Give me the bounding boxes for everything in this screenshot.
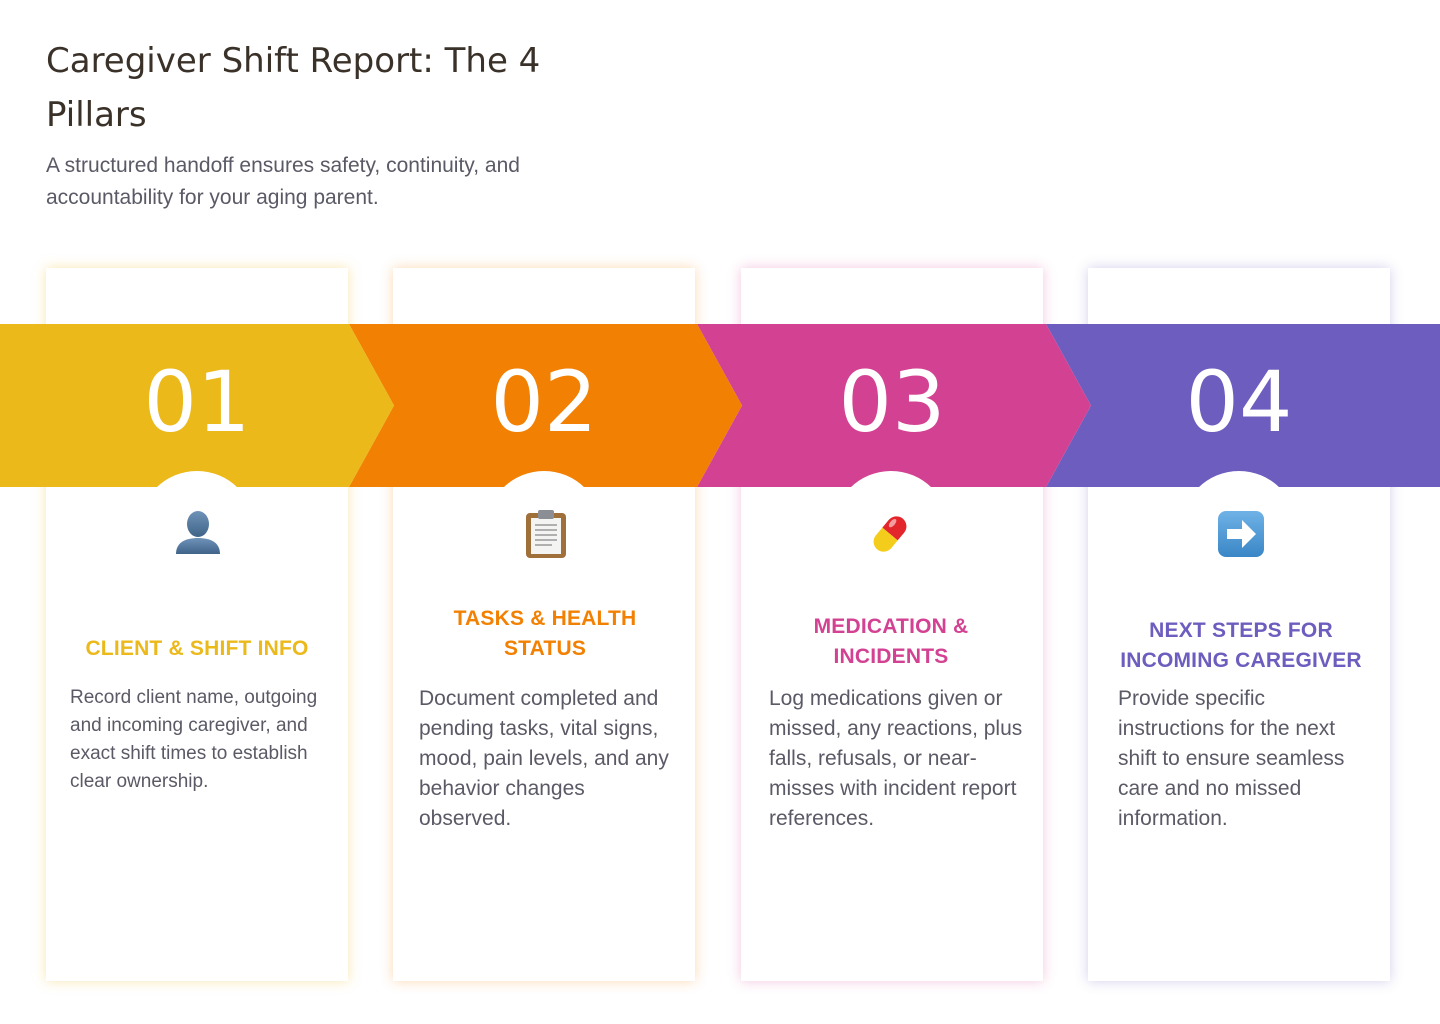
pillar-description-4: Provide specific instructions for the ne…: [1118, 687, 1345, 830]
page-title: Caregiver Shift Report: The 4 Pillars: [46, 41, 541, 135]
pillar-heading-3: MEDICATION & INCIDENTS: [813, 615, 969, 668]
pillar-description-3: Log medications given or missed, any rea…: [769, 687, 1023, 830]
step-number-4: 04: [1185, 353, 1293, 451]
pillar-description-1: Record client name, outgoing and incomin…: [70, 687, 318, 792]
chevron-band: [0, 324, 1440, 487]
right-arrow-icon: [1217, 508, 1265, 560]
step-number-2: 02: [490, 353, 598, 451]
pillar-heading-2: TASKS & HEALTH STATUS: [453, 607, 637, 660]
pillar-description-2: Document completed and pending tasks, vi…: [419, 687, 669, 830]
chevron-segment-3: [697, 324, 1091, 487]
chevron-segment-2: [349, 324, 742, 487]
pillar-heading-4: NEXT STEPS FOR INCOMING CAREGIVER: [1120, 619, 1362, 672]
pillar-heading-1: CLIENT & SHIFT INFO: [85, 637, 309, 660]
step-number-1: 01: [143, 353, 251, 451]
pill-capsule-icon: [866, 508, 914, 560]
person-silhouette-icon: [174, 508, 222, 560]
clipboard-icon: [522, 508, 570, 560]
chevron-segment-1: [0, 324, 394, 487]
chevron-segment-4: [1046, 324, 1440, 487]
page-subtitle: A structured handoff ensures safety, con…: [46, 154, 520, 209]
step-number-3: 03: [838, 353, 946, 451]
